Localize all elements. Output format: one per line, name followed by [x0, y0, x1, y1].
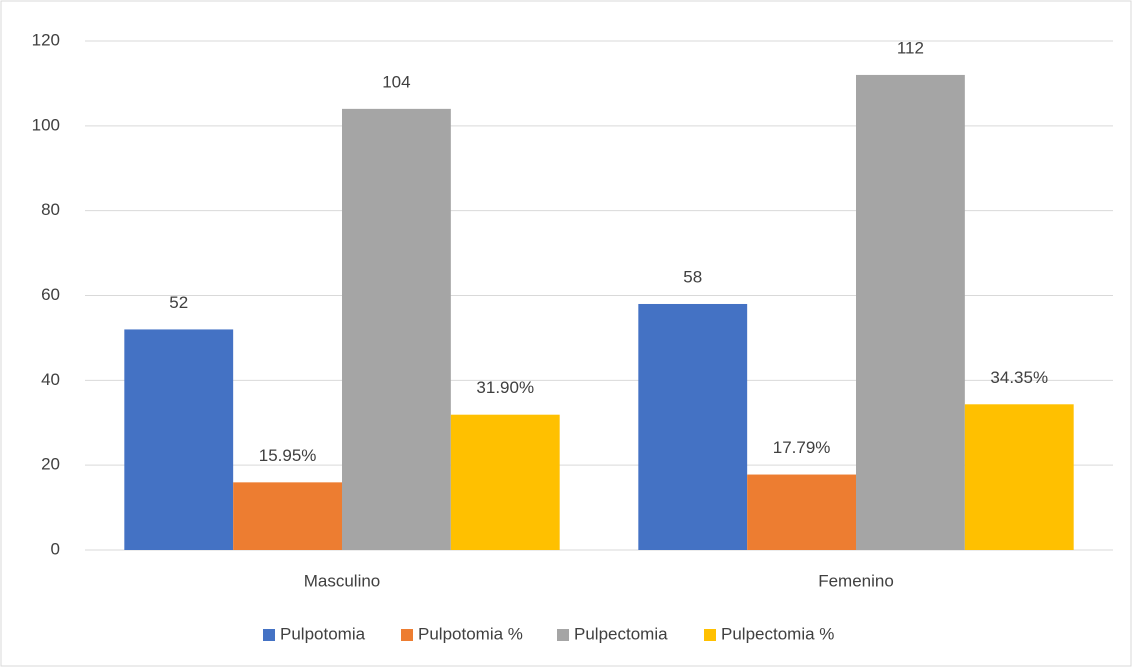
legend-label: Pulpectomia [574, 624, 668, 643]
bar [964, 404, 1074, 550]
data-label: 112 [897, 38, 924, 57]
y-tick-label: 0 [51, 539, 60, 558]
bar [747, 474, 856, 550]
y-tick-label: 80 [41, 200, 60, 219]
x-tick-label: Femenino [818, 571, 894, 590]
data-label: 15.95% [259, 446, 317, 465]
data-label: 31.90% [476, 378, 534, 397]
data-label: 104 [382, 72, 410, 91]
bar [342, 108, 451, 550]
bar [233, 482, 342, 550]
legend-swatch [557, 629, 569, 641]
y-tick-label: 120 [32, 30, 60, 49]
legend-swatch [263, 629, 275, 641]
bar [856, 74, 965, 550]
data-label: 58 [683, 267, 702, 286]
legend-label: Pulpotomia % [418, 624, 523, 643]
bar [638, 303, 748, 550]
y-tick-label: 40 [41, 370, 60, 389]
data-label: 52 [169, 293, 188, 312]
bar [450, 414, 560, 550]
bar [124, 329, 234, 550]
legend-label: Pulpectomia % [721, 624, 834, 643]
legend-label: Pulpotomia [280, 624, 366, 643]
x-tick-label: Masculino [304, 571, 381, 590]
legend-swatch [401, 629, 413, 641]
legend-swatch [704, 629, 716, 641]
y-tick-label: 20 [41, 455, 60, 474]
data-label: 34.35% [990, 368, 1048, 387]
data-label: 17.79% [773, 438, 831, 457]
y-tick-label: 60 [41, 285, 60, 304]
y-tick-label: 100 [32, 115, 60, 134]
